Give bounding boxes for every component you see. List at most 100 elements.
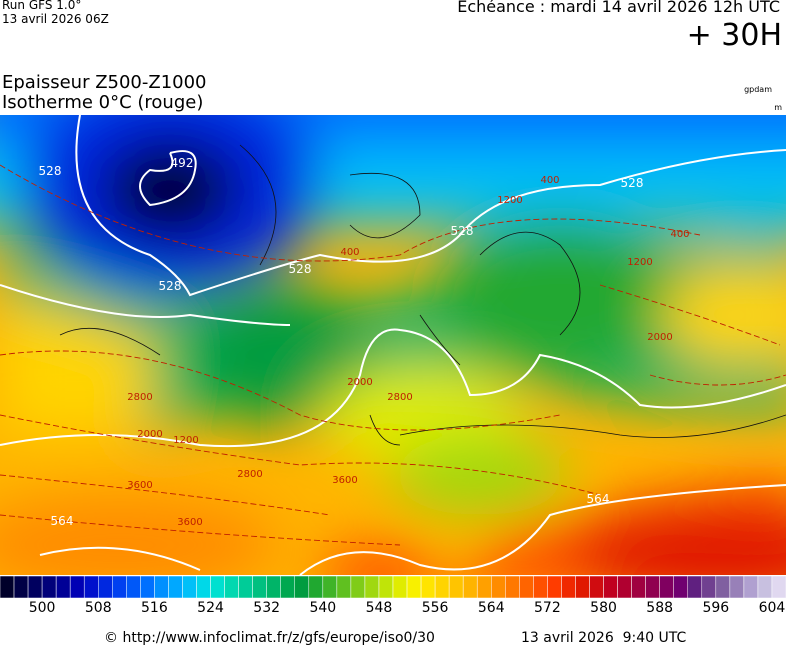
contour-label: 1200 (627, 257, 652, 268)
colorbar-swatch (280, 576, 296, 599)
colorbar-swatch (140, 576, 155, 599)
contour-label: 3600 (177, 517, 202, 528)
colorbar-swatch (729, 576, 745, 599)
thickness-contours (0, 115, 786, 575)
run: Run GFS 1.0° (2, 0, 82, 12)
valid-time: Echéance : mardi 14 avril 2026 12h UTC (457, 0, 780, 16)
contour-label: 528 (289, 262, 312, 276)
colorbar-swatch (476, 576, 492, 599)
colorbar-swatch (519, 576, 534, 599)
coastlines (59, 144, 786, 446)
contour-label: 528 (39, 164, 62, 178)
colorbar-swatch (322, 576, 338, 599)
colorbar-swatch (182, 576, 197, 599)
colorbar-swatch (673, 576, 689, 599)
colorbar-tick-label: 588 (646, 600, 674, 616)
colorbar-tick-label: 596 (702, 600, 730, 616)
contour-label: 400 (340, 247, 359, 258)
colorbar-swatch (252, 576, 267, 599)
colorbar-swatch (617, 576, 632, 599)
colorbar (0, 576, 786, 599)
colorbar-tick-label: 564 (477, 600, 505, 616)
colorbar-tick-label: 540 (309, 600, 337, 616)
colorbar-swatch (98, 576, 113, 599)
colorbar-swatch (224, 576, 239, 599)
colorbar-tick-label: 580 (590, 600, 617, 616)
colorbar-swatch (462, 576, 478, 599)
colorbar-tick-label: 572 (534, 600, 561, 616)
colorbar-tick-label: 548 (365, 600, 393, 616)
colorbar-swatch (336, 576, 352, 599)
colorbar-swatch (83, 576, 99, 599)
colorbar-tick-label: 556 (421, 600, 449, 616)
colorbar-swatch (715, 576, 731, 599)
run-date: 13 avril 2026 06Z (2, 12, 109, 26)
colorbar-swatch (27, 576, 43, 599)
contour-label: 2800 (127, 392, 152, 403)
colorbar-swatch (266, 576, 281, 599)
contour-label: 2000 (137, 429, 162, 440)
colorbar-swatch (687, 576, 703, 599)
isotherm-contours (0, 164, 786, 546)
colorbar-swatch (350, 576, 366, 599)
colorbar-swatch (420, 576, 436, 599)
colorbar-swatch (491, 576, 506, 599)
contour-label: 2800 (387, 392, 412, 403)
colorbar-swatch (631, 576, 646, 599)
colorbar-swatch (0, 576, 15, 599)
colorbar-labels: 500 508 516 524 532 540 548 556 564 572 580 588 596 6… (0, 600, 786, 618)
isotherm-title: Isotherme 0°C (rouge) (2, 92, 204, 113)
colorbar-swatch (533, 576, 548, 599)
contour-label: 564 (587, 492, 610, 506)
contour-label: 1200 (173, 435, 198, 446)
colorbar-tick-label: 604 (758, 600, 786, 616)
colorbar-swatch (196, 576, 211, 599)
colorbar-swatch (55, 576, 71, 599)
contour-label: 1200 (497, 195, 522, 206)
colorbar-swatch (547, 576, 562, 599)
colorbar-swatch (771, 576, 786, 599)
contour-label: 528 (621, 176, 644, 190)
colorbar-swatch (589, 576, 604, 599)
contour-labels: 492 528 528 528 528 528 564 564 400 400 400 1200 120… (39, 156, 690, 528)
colorbar-swatch (210, 576, 225, 599)
lead-time: + 30H (686, 18, 782, 53)
colorbar-tick-label: 532 (253, 600, 281, 616)
contour-label: 2000 (347, 377, 372, 388)
colorbar-swatch (406, 576, 422, 599)
colorbar-tick-label: 516 (141, 600, 168, 616)
thickness-field: 492 528 528 528 528 528 564 564 400 400 400 1200 120… (0, 115, 786, 575)
colorbar-tick-label: 508 (84, 600, 112, 616)
colorbar-swatch (69, 576, 85, 599)
colorbar-swatch (308, 576, 324, 599)
colorbar-swatch (41, 576, 57, 599)
contour-label: 3600 (332, 475, 357, 486)
contour-label: 400 (670, 229, 689, 240)
colorbar-swatch (561, 576, 576, 599)
colorbar-swatch (13, 576, 29, 599)
colorbar-swatch (659, 576, 674, 599)
colorbar-swatch (575, 576, 590, 599)
colorbar-swatch (112, 576, 127, 599)
contour-label: 3600 (127, 480, 152, 491)
colorbar-swatch (364, 576, 380, 599)
contour-label: 492 (171, 156, 194, 170)
contour-label: 400 (540, 175, 559, 186)
map: 492 528 528 528 528 528 564 564 400 400 400 1200 120… (0, 115, 786, 575)
generated: 13 avril 2026 9:40 UTC (521, 630, 687, 646)
contour-label: 564 (51, 514, 74, 528)
contour-label: 2000 (647, 332, 672, 343)
colorbar-tick-label: 500 (28, 600, 56, 616)
colorbar-swatch (701, 576, 717, 599)
contour-label: 528 (159, 279, 182, 293)
unit: m (774, 103, 782, 112)
colorbar-swatch (743, 576, 759, 599)
colorbar-swatch (603, 576, 618, 599)
colorbar-swatch (294, 576, 310, 599)
colorbar-swatch (238, 576, 253, 599)
colorbar-swatch (126, 576, 141, 599)
contour-label: 528 (451, 224, 474, 238)
colorbar-tick-label: 524 (197, 600, 224, 616)
colorbar-swatch (448, 576, 464, 599)
